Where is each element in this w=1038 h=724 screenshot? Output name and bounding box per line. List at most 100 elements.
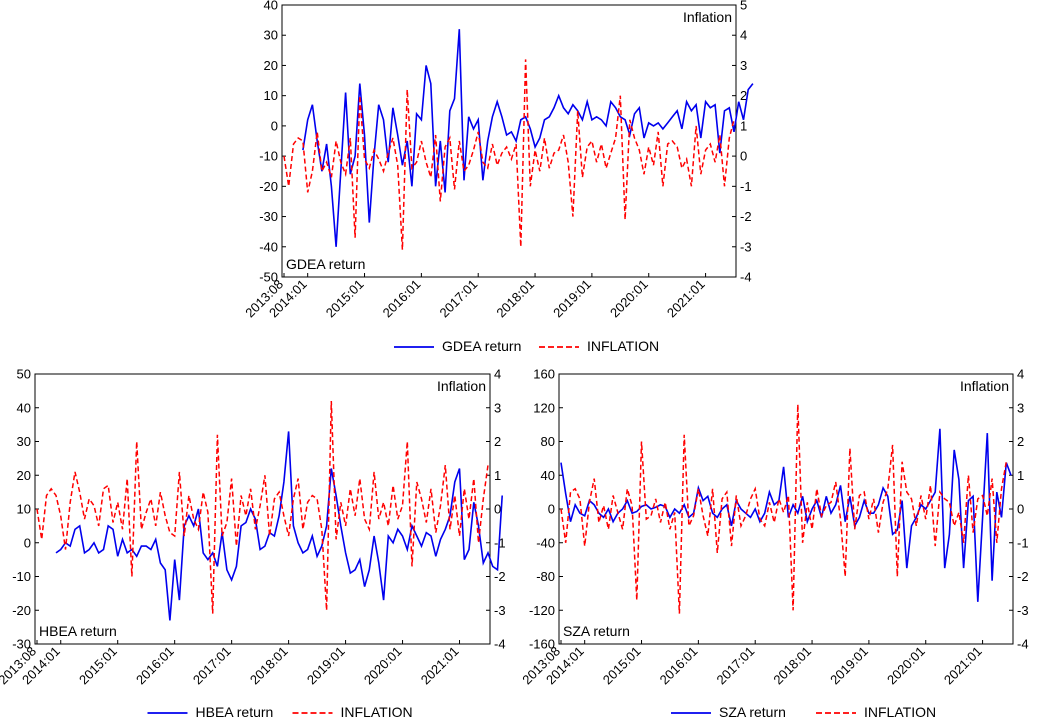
sza-x-tick-label: 2019:01 bbox=[827, 644, 871, 688]
sza-right-tick-label: 0 bbox=[1017, 502, 1024, 517]
hbea-x-tick-label: 2016:01 bbox=[133, 644, 177, 688]
sza-left-tick-label: 80 bbox=[541, 434, 555, 449]
sza-right-tick-label: -3 bbox=[1017, 603, 1029, 618]
hbea-right-tick-label: -3 bbox=[494, 603, 506, 618]
sza-panel-label: SZA return bbox=[563, 623, 630, 639]
hbea-right-tick-label: 0 bbox=[494, 502, 501, 517]
gdea-left-tick-label: 10 bbox=[264, 88, 278, 103]
hbea-plot-frame bbox=[34, 373, 491, 645]
gdea-panel: 403020100-10-20-30-40-50543210-1-2-3-420… bbox=[242, 0, 754, 354]
gdea-left-tick-label: -50 bbox=[259, 270, 278, 285]
sza-x-tick-label: 2015:01 bbox=[600, 644, 644, 688]
hbea-left-tick-label: 40 bbox=[17, 400, 31, 415]
hbea-right-tick-label: 1 bbox=[494, 468, 501, 483]
sza-left-tick-label: -120 bbox=[529, 603, 555, 618]
sza-x-tick-label: 2021:01 bbox=[941, 644, 985, 688]
gdea-legend-inflation-label: INFLATION bbox=[587, 338, 659, 354]
sza-left-tick-label: -40 bbox=[536, 535, 555, 550]
hbea-inflation-series bbox=[36, 400, 489, 614]
gdea-x-tick-label: 2015:01 bbox=[323, 277, 367, 321]
gdea-right-axis-title: Inflation bbox=[683, 9, 732, 25]
sza-right-axis-title: Inflation bbox=[960, 378, 1009, 394]
gdea-right-tick-label: 1 bbox=[740, 118, 747, 133]
sza-plot-frame bbox=[558, 373, 1014, 645]
sza-left-tick-label: 40 bbox=[541, 468, 555, 483]
hbea-x-tick-label: 2015:01 bbox=[76, 644, 120, 688]
sza-right-tick-label: 1 bbox=[1017, 468, 1024, 483]
gdea-left-tick-label: 0 bbox=[271, 118, 278, 133]
sza-x-tick-label: 2016:01 bbox=[657, 644, 701, 688]
hbea-x-tick-label: 2017:01 bbox=[190, 644, 234, 688]
hbea-x-tick-label: 2019:01 bbox=[304, 644, 348, 688]
hbea-right-tick-label: 4 bbox=[494, 367, 501, 382]
hbea-left-tick-label: 30 bbox=[17, 434, 31, 449]
gdea-right-tick-label: 4 bbox=[740, 28, 747, 43]
hbea-left-tick-label: 0 bbox=[24, 535, 31, 550]
gdea-left-tick-label: -40 bbox=[259, 239, 278, 254]
sza-left-tick-label: -160 bbox=[529, 637, 555, 652]
gdea-left-tick-label: 20 bbox=[264, 58, 278, 73]
sza-x-tick-label: 2020:01 bbox=[884, 644, 928, 688]
hbea-right-tick-label: -2 bbox=[494, 569, 506, 584]
sza-right-tick-label: 2 bbox=[1017, 434, 1024, 449]
hbea-left-tick-label: -20 bbox=[12, 603, 31, 618]
gdea-right-tick-label: 0 bbox=[740, 149, 747, 164]
gdea-x-tick-label: 2021:01 bbox=[664, 277, 708, 321]
sza-right-tick-label: -2 bbox=[1017, 569, 1029, 584]
sza-right-tick-label: 3 bbox=[1017, 400, 1024, 415]
sza-x-tick-label: 2017:01 bbox=[713, 644, 757, 688]
gdea-left-tick-label: -30 bbox=[259, 209, 278, 224]
sza-left-tick-label: -80 bbox=[536, 569, 555, 584]
sza-left-tick-label: 160 bbox=[533, 367, 555, 382]
sza-inflation-series bbox=[560, 404, 1008, 614]
gdea-x-tick-label: 2017:01 bbox=[436, 277, 480, 321]
gdea-x-tick-label: 2016:01 bbox=[380, 277, 424, 321]
sza-right-tick-label: -4 bbox=[1017, 637, 1029, 652]
hbea-right-tick-label: 3 bbox=[494, 400, 501, 415]
gdea-x-tick-label: 2018:01 bbox=[493, 277, 537, 321]
gdea-left-tick-label: 30 bbox=[264, 28, 278, 43]
sza-return-series bbox=[560, 428, 1012, 602]
hbea-panel: 50403020100-10-20-3043210-1-2-3-42013:08… bbox=[0, 367, 506, 721]
hbea-right-tick-label: 2 bbox=[494, 434, 501, 449]
gdea-left-tick-label: -20 bbox=[259, 179, 278, 194]
gdea-x-tick-label: 2020:01 bbox=[607, 277, 651, 321]
hbea-x-tick-label: 2021:01 bbox=[418, 644, 462, 688]
gdea-right-tick-label: 2 bbox=[740, 88, 747, 103]
gdea-x-tick-label: 2019:01 bbox=[550, 277, 594, 321]
gdea-right-tick-label: 5 bbox=[740, 0, 747, 13]
sza-panel: 160 120 80 40 0 -40 -80 -120 -160 4 3 2 1 0 -1 -2 -3 -4 20… bbox=[519, 367, 1028, 721]
gdea-plot-frame bbox=[281, 4, 737, 278]
hbea-left-tick-label: 20 bbox=[17, 468, 31, 483]
sza-left-tick-label: 120 bbox=[533, 400, 555, 415]
sza-left-tick-label: 0 bbox=[548, 502, 555, 517]
gdea-right-tick-label: 3 bbox=[740, 58, 747, 73]
sza-x-tick-label: 2018:01 bbox=[770, 644, 814, 688]
gdea-panel-label: GDEA return bbox=[286, 256, 365, 272]
sza-legend-inflation-label: INFLATION bbox=[864, 704, 936, 720]
gdea-right-tick-label: -2 bbox=[740, 209, 752, 224]
gdea-right-tick-label: -1 bbox=[740, 179, 752, 194]
gdea-left-tick-label: -10 bbox=[259, 149, 278, 164]
hbea-legend-inflation-label: INFLATION bbox=[341, 704, 413, 720]
gdea-left-tick-label: 40 bbox=[264, 0, 278, 13]
gdea-inflation-series bbox=[283, 59, 735, 250]
hbea-left-tick-label: -10 bbox=[12, 569, 31, 584]
hbea-panel-label: HBEA return bbox=[39, 623, 117, 639]
gdea-right-tick-label: -4 bbox=[740, 270, 752, 285]
hbea-x-tick-label: 2020:01 bbox=[361, 644, 405, 688]
hbea-left-tick-label: 50 bbox=[17, 367, 31, 382]
gdea-legend-return-label: GDEA return bbox=[442, 338, 521, 354]
gdea-right-tick-label: -3 bbox=[740, 239, 752, 254]
sza-right-tick-label: 4 bbox=[1017, 367, 1024, 382]
hbea-return-series bbox=[55, 431, 503, 621]
sza-legend-return-label: SZA return bbox=[719, 704, 786, 720]
hbea-left-tick-label: -30 bbox=[12, 637, 31, 652]
hbea-left-tick-label: 10 bbox=[17, 502, 31, 517]
sza-right-tick-label: -1 bbox=[1017, 535, 1029, 550]
hbea-legend-return-label: HBEA return bbox=[196, 704, 274, 720]
hbea-x-tick-label: 2018:01 bbox=[247, 644, 291, 688]
hbea-right-axis-title: Inflation bbox=[437, 378, 486, 394]
hbea-right-tick-label: -4 bbox=[494, 637, 506, 652]
